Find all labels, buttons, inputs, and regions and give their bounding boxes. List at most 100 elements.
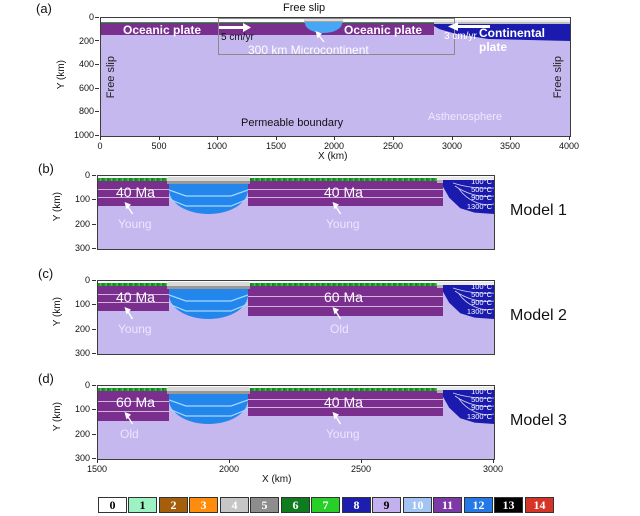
temp-label-500: 500°C xyxy=(471,185,492,194)
legend-swatch-13: 13 xyxy=(494,497,523,513)
panel-b-plot: 100°C 500°C 900°C 1300°C 40 Ma 40 Ma You… xyxy=(97,175,495,250)
oceanic-plate-left-label: Oceanic plate xyxy=(123,23,202,37)
left-plate-type: Young xyxy=(118,322,152,336)
tick xyxy=(95,64,99,65)
y-tick-label: 0 xyxy=(88,12,94,22)
y-tick-label: 200 xyxy=(74,324,90,334)
legend-swatch-2: 2 xyxy=(159,497,188,513)
right-annotation-arrow-icon xyxy=(332,412,342,425)
model-1-label: Model 1 xyxy=(510,202,567,219)
right-plate-age: 60 Ma xyxy=(324,289,363,305)
y-tick-label: 200 xyxy=(74,219,90,229)
y-tick-label: 1000 xyxy=(73,130,94,140)
right-plate-type: Young xyxy=(326,217,360,231)
right-annotation-arrow-icon xyxy=(332,202,342,215)
velocity-left-label: 5 cm/yr xyxy=(221,32,254,43)
temperature-contour-lines xyxy=(452,182,494,206)
x-tick-label: 2500 xyxy=(350,464,372,474)
sticky-air-layer xyxy=(98,281,494,283)
y-tick-label: 200 xyxy=(78,36,94,46)
sticky-air-layer xyxy=(98,176,494,178)
x-tick-label: 2500 xyxy=(382,141,404,151)
panel-d-label: (d) xyxy=(38,371,54,386)
right-plate-age: 40 Ma xyxy=(324,394,363,410)
zoom-region-box xyxy=(218,18,455,55)
velocity-arrow-left-icon xyxy=(448,22,490,31)
left-plate-type: Old xyxy=(120,427,139,441)
tick xyxy=(95,135,99,136)
asthenosphere-label: Asthenosphere xyxy=(428,111,502,123)
legend-swatch-6: 6 xyxy=(281,497,310,513)
legend-swatch-4: 4 xyxy=(220,497,249,513)
microcontinent-crust-cap xyxy=(167,177,250,185)
right-plate-type: Old xyxy=(330,322,349,336)
legend-swatch-7: 7 xyxy=(311,497,340,513)
continental-plate-label: Continental plate xyxy=(479,26,545,54)
legend-swatch-5: 5 xyxy=(250,497,279,513)
oceanic-lithosphere-left xyxy=(98,390,169,421)
temperature-contour-lines xyxy=(452,392,494,416)
y-tick-label: 800 xyxy=(78,106,94,116)
panel-a-x-axis-title: X (km) xyxy=(318,151,348,162)
tick xyxy=(95,88,99,89)
temp-label-900: 900°C xyxy=(471,298,492,307)
temp-label-500: 500°C xyxy=(471,290,492,299)
temp-label-500: 500°C xyxy=(471,395,492,404)
panel-d-y-axis-title: Y (km) xyxy=(52,402,63,432)
microcontinent-crust-cap xyxy=(304,19,343,24)
y-tick-label: 300 xyxy=(74,453,90,463)
temperature-contour-lines xyxy=(452,287,494,311)
boundary-bottom-label: Permeable boundary xyxy=(241,117,344,129)
tick xyxy=(452,136,453,140)
panel-c-y-axis-title: Y (km) xyxy=(52,297,63,327)
temp-label-1300: 1300°C xyxy=(466,411,492,421)
left-plate-type: Young xyxy=(118,217,152,231)
tick xyxy=(510,136,511,140)
temp-label-900: 900°C xyxy=(471,193,492,202)
panel-b-y-axis-title: Y (km) xyxy=(52,192,63,222)
x-tick-label: 0 xyxy=(97,141,103,151)
continental-crust-cap xyxy=(434,20,570,25)
oceanic-lithosphere-right xyxy=(248,285,443,316)
x-tick-label: 1500 xyxy=(265,141,287,151)
y-tick-label: 400 xyxy=(78,59,94,69)
x-tick-label: 2000 xyxy=(323,141,345,151)
left-annotation-arrow-icon xyxy=(124,202,134,215)
oceanic-lithosphere-right xyxy=(248,180,443,206)
temp-label-1300: 1300°C xyxy=(466,306,492,316)
y-tick-label: 300 xyxy=(74,348,90,358)
legend-swatch-9: 9 xyxy=(372,497,401,513)
legend-swatch-10: 10 xyxy=(403,497,432,513)
x-tick-label: 3000 xyxy=(441,141,463,151)
tick xyxy=(100,136,101,140)
x-tick-label: 3000 xyxy=(482,464,504,474)
left-annotation-arrow-icon xyxy=(124,412,134,425)
tick xyxy=(95,17,99,18)
legend-swatch-0: 0 xyxy=(98,497,127,513)
legend-swatch-14: 14 xyxy=(525,497,554,513)
sediment-layer xyxy=(98,282,494,287)
y-tick-label: 100 xyxy=(74,299,90,309)
legend-swatch-12: 12 xyxy=(464,497,493,513)
x-tick-label: 500 xyxy=(151,141,167,151)
left-plate-age: 60 Ma xyxy=(116,394,155,410)
tick xyxy=(159,136,160,140)
sediment-layer xyxy=(98,177,494,182)
oceanic-plate-right-label: Oceanic plate xyxy=(344,23,423,37)
microcontinent-contours xyxy=(169,189,248,207)
panel-a-label: (a) xyxy=(36,1,52,16)
legend-swatch-1: 1 xyxy=(128,497,157,513)
microcontinent-crust-cap xyxy=(167,387,250,395)
microcontinent-body xyxy=(305,22,342,33)
y-tick-label: 0 xyxy=(84,380,90,390)
legend-swatch-3: 3 xyxy=(189,497,218,513)
velocity-right-label: 3 cm/yr xyxy=(444,31,477,42)
boundary-right-label: Free slip xyxy=(552,56,564,99)
sticky-air-layer xyxy=(98,386,494,388)
temp-label-1300: 1300°C xyxy=(466,201,492,211)
tick xyxy=(393,136,394,140)
panel-a-plot: Oceanic plate Oceanic plate Continental … xyxy=(100,17,571,137)
right-plate-age: 40 Ma xyxy=(324,184,363,200)
left-plate-age: 40 Ma xyxy=(116,289,155,305)
microcontinent-label: 300 km Microcontinent xyxy=(248,43,369,57)
